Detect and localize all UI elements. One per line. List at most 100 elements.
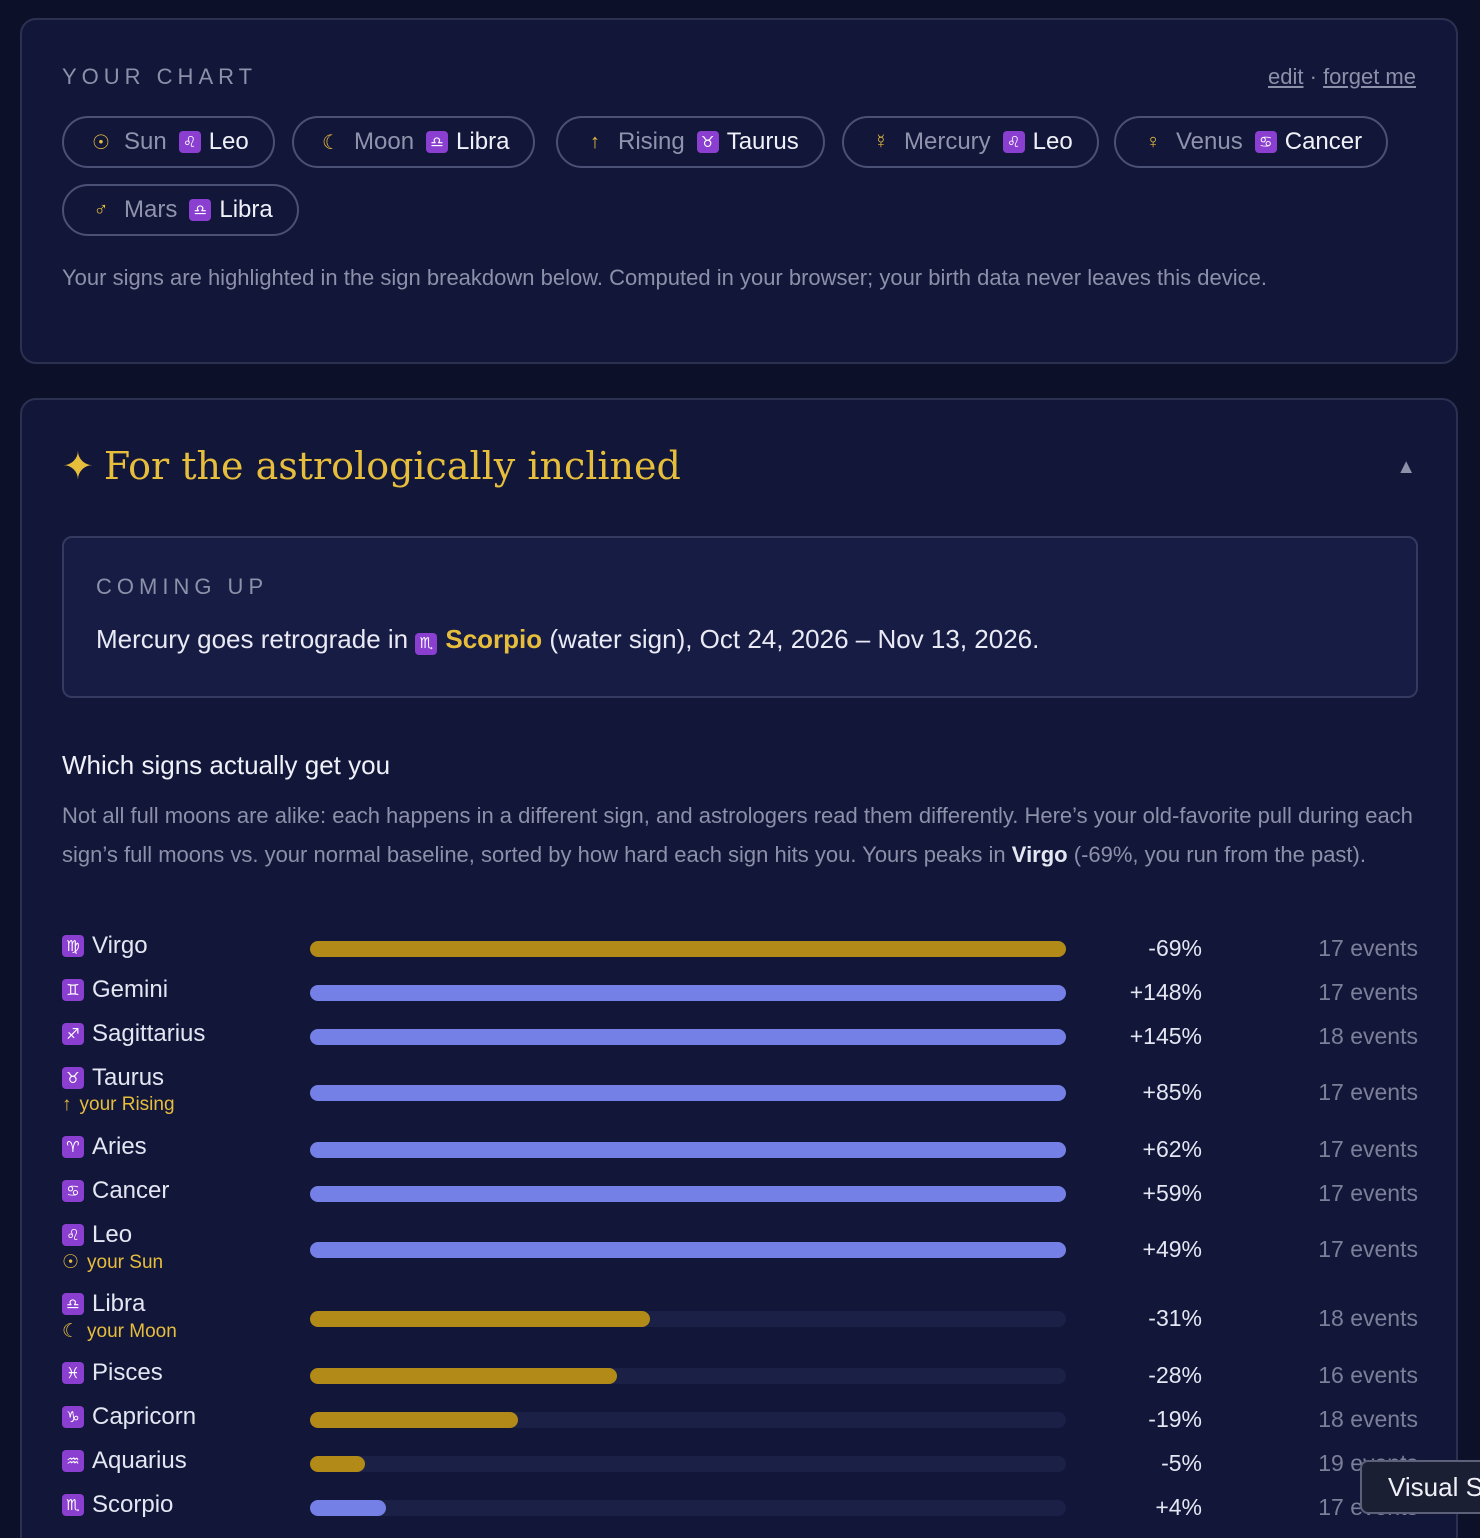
signs-section-description: Not all full moons are alike: each happe… [62, 796, 1422, 874]
zodiac-icon: ♏ [62, 1494, 84, 1516]
placement-pill[interactable]: ♂ Mars ♎ Libra [62, 184, 299, 236]
bar-track [310, 1311, 1066, 1327]
tag-text: your Rising [79, 1094, 175, 1115]
collapse-triangle-icon[interactable]: ▲ [1396, 456, 1416, 478]
sign-percent: +49% [1142, 1236, 1202, 1262]
forget-me-link[interactable]: forget me [1323, 64, 1416, 89]
sign-events: 17 events [1318, 935, 1418, 961]
zodiac-icon: ♊ [62, 979, 84, 1001]
zodiac-icon: ♎ [189, 199, 212, 221]
sign-label: ♐ Sagittarius [62, 1020, 205, 1048]
zodiac-icon: ♍ [62, 935, 84, 957]
sign-row: ♏Scorpio+4%17 events [62, 1491, 1418, 1525]
placement-sign: Libra [219, 196, 273, 223]
astrology-card: ✦ For the astrologically inclined ▲ COMIN… [20, 398, 1458, 1538]
placement-sign: Leo [1032, 128, 1073, 155]
sign-events: 18 events [1318, 1305, 1418, 1331]
sign-events: 16 events [1318, 1362, 1418, 1388]
moon-icon: ☾ [322, 131, 340, 154]
sign-label: ♍ Virgo [62, 932, 148, 960]
sign-row: ♎ Libra ☾ your Moon -31% 18 events [62, 1290, 1418, 1348]
zodiac-icon: ♎ [426, 131, 449, 153]
sign-events: 17 events [1318, 979, 1418, 1005]
sign-label: ♊ Gemini [62, 976, 168, 1004]
bar-fill [310, 1142, 1066, 1158]
edit-link[interactable]: edit [1268, 64, 1304, 89]
bar-fill [310, 1311, 650, 1327]
sign-percent: -31% [1148, 1305, 1202, 1331]
placement-pill[interactable]: ☿ Mercury ♌ Leo [842, 116, 1099, 168]
sign-events: 17 events [1318, 1236, 1418, 1262]
zodiac-icon: ♋ [1254, 131, 1277, 153]
zodiac-icon: ♉ [696, 131, 719, 153]
signs-section-title: Which signs actually get you [62, 750, 391, 780]
bar-track [310, 1029, 1066, 1045]
sign-row: ♐ Sagittarius +145% 18 events [62, 1020, 1418, 1054]
sign-percent: -5% [1161, 1450, 1202, 1476]
tag-text: your Moon [87, 1321, 177, 1342]
bar-fill [310, 1029, 1066, 1045]
sign-name: Capricorn [92, 1403, 197, 1430]
sign-percent: -69% [1148, 935, 1202, 961]
sign-name: Aquarius [92, 1447, 187, 1474]
sign-percent: +62% [1142, 1136, 1202, 1162]
sign-row: ♌ Leo ☉ your Sun +49% 17 events [62, 1221, 1418, 1279]
placement-pill[interactable]: ☉ Sun ♌ Leo [62, 116, 275, 168]
your-placement-tag: ↑ your Rising [62, 1094, 175, 1116]
placement-icon: ☉ [62, 1252, 80, 1273]
your-placement-tag: ☉ your Sun [62, 1251, 163, 1274]
venus-icon: ♀ [1145, 130, 1161, 153]
placement-planet: Sun [124, 128, 167, 155]
bar-fill [310, 1242, 1066, 1258]
sign-label: ♌ Leo [62, 1221, 132, 1249]
placement-planet: Mars [124, 196, 178, 223]
zodiac-icon: ♒ [62, 1450, 84, 1472]
sign-name: Leo [92, 1221, 133, 1248]
sign-label: ♋ Cancer [62, 1177, 169, 1205]
scorpio-icon: ♏ [415, 632, 438, 655]
placement-pill[interactable]: ☾ Moon ♎ Libra [292, 116, 536, 168]
sign-row: ♒Aquarius-5%19 events [62, 1447, 1418, 1481]
zodiac-icon: ♈ [62, 1136, 84, 1158]
placement-pill[interactable]: ↑ Rising ♉ Taurus [556, 116, 825, 168]
zodiac-icon: ♓ [62, 1362, 84, 1384]
chart-actions: edit · forget me [1268, 64, 1416, 90]
sign-row: ♉ Taurus ↑ your Rising +85% 17 events [62, 1064, 1418, 1122]
bar-track [310, 1142, 1066, 1158]
bar-track [310, 1456, 1066, 1472]
astro-section-header[interactable]: ✦ For the astrologically inclined [62, 444, 681, 488]
bar-track [310, 1412, 1066, 1428]
bar-track [310, 941, 1066, 957]
desc-peak-sign: Virgo [1011, 842, 1068, 867]
sign-events: 17 events [1318, 1180, 1418, 1206]
zodiac-icon: ♑ [62, 1406, 84, 1428]
zodiac-icon: ♐ [62, 1023, 84, 1045]
placement-sign: Taurus [726, 128, 799, 155]
sign-name: Cancer [92, 1177, 170, 1204]
placement-icon: ↑ [62, 1094, 72, 1115]
sign-percent: +145% [1129, 1023, 1202, 1049]
mercury-icon: ☿ [873, 130, 889, 153]
sign-label: ♒ Aquarius [62, 1447, 187, 1475]
sign-name: Scorpio [92, 1491, 174, 1518]
zodiac-icon: ♌ [178, 131, 201, 153]
bar-fill [310, 985, 1066, 1001]
sign-name: Pisces [92, 1359, 163, 1386]
sign-percent: -19% [1148, 1406, 1202, 1432]
zodiac-icon: ♌ [1002, 131, 1025, 153]
sign-name: Libra [92, 1290, 146, 1317]
placement-sign: Libra [456, 128, 510, 155]
coming-sign: Scorpio [445, 624, 543, 654]
bar-fill [310, 1412, 518, 1428]
sign-row: ♓ Pisces -28% 16 events [62, 1359, 1418, 1393]
bar-track [310, 1186, 1066, 1202]
zodiac-icon: ♎ [62, 1293, 84, 1315]
bar-track [310, 985, 1066, 1001]
sign-label: ♑ Capricorn [62, 1403, 196, 1431]
bar-track [310, 1368, 1066, 1384]
placement-pill[interactable]: ♀ Venus ♋ Cancer [1114, 116, 1389, 168]
privacy-note: Your signs are highlighted in the sign b… [62, 265, 1267, 290]
sign-row: ♋ Cancer +59% 17 events [62, 1177, 1418, 1211]
placement-planet: Moon [354, 128, 415, 155]
placement-planet: Mercury [904, 128, 991, 155]
